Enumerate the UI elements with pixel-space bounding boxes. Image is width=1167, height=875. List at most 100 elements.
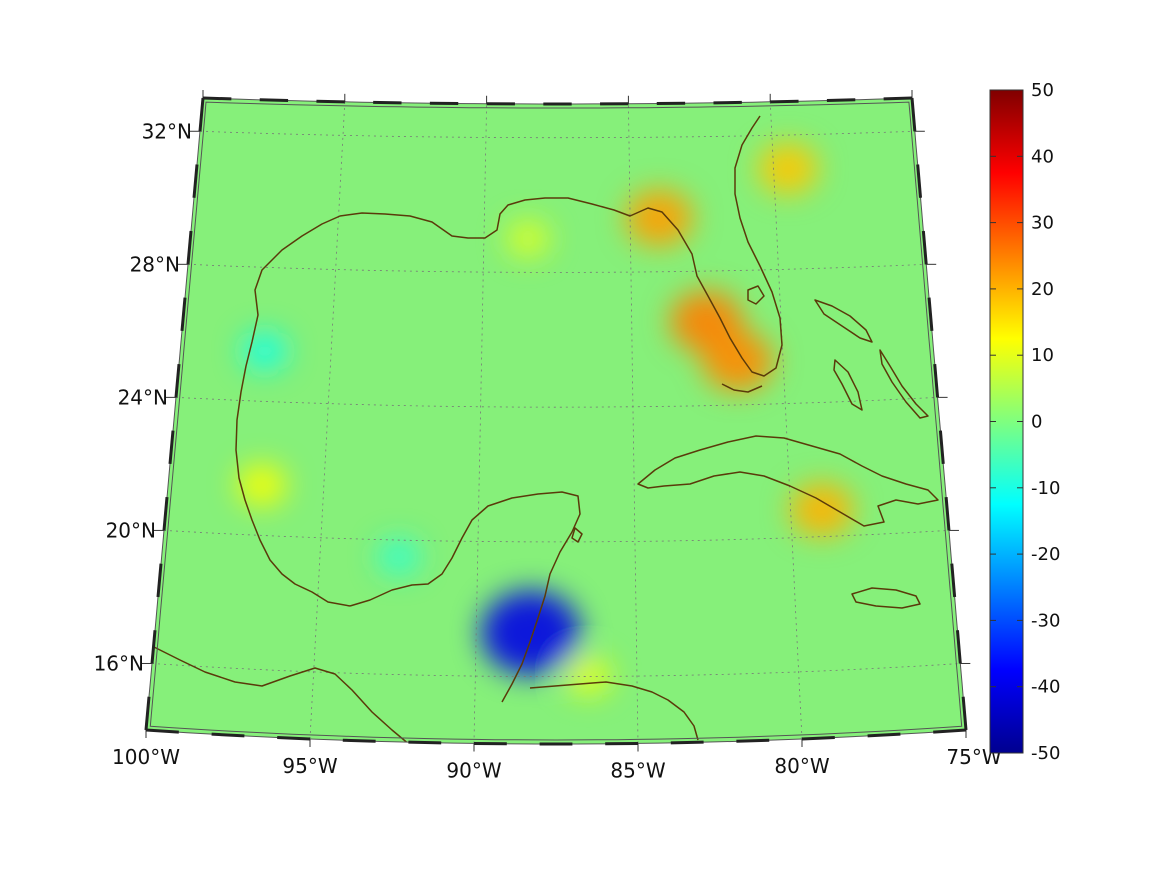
frame-segment bbox=[955, 630, 962, 664]
meridian-90°W bbox=[473, 103, 487, 744]
parallel-20°N bbox=[163, 530, 949, 543]
frame-segment bbox=[933, 363, 940, 398]
frame-segment bbox=[944, 497, 951, 531]
map-panel bbox=[142, 90, 971, 752]
lat-label-24n: 24°N bbox=[118, 385, 168, 409]
frame-segment bbox=[408, 740, 442, 745]
lat-label-16n: 16°N bbox=[94, 652, 144, 676]
anomaly-apalachee-bay-high bbox=[625, 189, 694, 247]
frame-segment bbox=[186, 230, 193, 265]
lat-label-20n: 20°N bbox=[106, 518, 156, 542]
cb-label-50: 50 bbox=[1031, 80, 1054, 101]
frame-segment bbox=[202, 96, 232, 101]
meridian-85°W bbox=[628, 103, 639, 744]
anomaly-bay-of-campeche-low bbox=[377, 538, 421, 575]
yucatan-coast bbox=[349, 491, 581, 703]
anomaly-honduras-coast-high bbox=[565, 656, 612, 697]
cb-label-neg50: -50 bbox=[1031, 743, 1060, 764]
gulf-coast-west bbox=[235, 115, 783, 607]
anomaly-belize-coast-low bbox=[480, 590, 581, 676]
frame-segment bbox=[921, 230, 928, 265]
frame-segment bbox=[211, 732, 245, 738]
lat-label-28n: 28°N bbox=[130, 252, 180, 276]
parallel-32°N bbox=[199, 130, 915, 139]
frame-segment bbox=[192, 164, 199, 198]
honduras-coast bbox=[529, 681, 699, 741]
frame-segment bbox=[144, 696, 151, 731]
graticule bbox=[151, 101, 961, 744]
frame-checker bbox=[144, 96, 968, 746]
frame-segment bbox=[316, 99, 345, 104]
cb-label-20: 20 bbox=[1031, 279, 1054, 300]
anomaly-layer bbox=[236, 142, 854, 697]
frame-segment bbox=[180, 297, 187, 331]
meridian-80°W bbox=[769, 101, 803, 740]
lon-label-95w: 95°W bbox=[282, 754, 337, 778]
frame-segment bbox=[168, 430, 175, 465]
frame-segment bbox=[770, 99, 799, 104]
anomaly-louisiana-shelf-high bbox=[505, 219, 550, 258]
cb-label-0: 0 bbox=[1031, 412, 1042, 433]
cb-label-neg10: -10 bbox=[1031, 478, 1060, 499]
cb-label-40: 40 bbox=[1031, 146, 1054, 167]
frame-segment bbox=[910, 97, 917, 132]
anomaly-cuba-east-high bbox=[789, 482, 854, 537]
frame-segment bbox=[277, 736, 311, 741]
frame-segment bbox=[156, 563, 163, 598]
frame-segment bbox=[950, 563, 957, 598]
frame-segment bbox=[150, 630, 157, 664]
lon-label-100w: 100°W bbox=[112, 745, 180, 769]
anomaly-georgia-coast-high bbox=[757, 142, 819, 195]
frame-segment bbox=[826, 98, 856, 103]
bahamas-andros bbox=[833, 359, 863, 411]
frame-segment bbox=[198, 97, 205, 132]
frame-segment bbox=[670, 740, 704, 745]
frame-segment bbox=[162, 497, 169, 531]
lon-label-80w: 80°W bbox=[774, 754, 829, 778]
gulf-coast-mexico-us bbox=[149, 644, 411, 744]
cb-label-neg20: -20 bbox=[1031, 544, 1060, 565]
frame-segment bbox=[801, 736, 835, 741]
florida-keys bbox=[721, 383, 763, 393]
cb-label-10: 10 bbox=[1031, 345, 1054, 366]
cozumel bbox=[571, 527, 583, 543]
colorbar: 50 40 30 20 10 0 -10 -20 -30 -40 -50 bbox=[989, 80, 1060, 764]
colorbar-labels: 50 40 30 20 10 0 -10 -20 -30 -40 -50 bbox=[1031, 80, 1060, 764]
frame-ticks bbox=[142, 90, 971, 752]
sea-level-field bbox=[146, 98, 966, 744]
frame-segment bbox=[961, 696, 968, 731]
frame-segment bbox=[927, 297, 934, 331]
coastlines bbox=[149, 115, 939, 744]
frame-segment bbox=[342, 738, 376, 743]
lon-label-90w: 90°W bbox=[446, 758, 501, 782]
bahamas-abaco bbox=[814, 299, 873, 343]
lat-label-32n: 32°N bbox=[142, 119, 192, 143]
frame-segment bbox=[145, 728, 179, 734]
lake-okeechobee bbox=[747, 285, 765, 305]
parallel-24°N bbox=[175, 397, 938, 408]
meridian-95°W bbox=[309, 101, 346, 740]
anomaly-veracruz-coast-high bbox=[236, 464, 287, 507]
frame-segment bbox=[174, 363, 181, 398]
lon-tick-labels: 100°W 95°W 90°W 85°W 80°W 75°W bbox=[112, 745, 1002, 782]
cuba bbox=[637, 435, 939, 527]
anomaly-south-florida-high bbox=[702, 330, 774, 392]
cb-label-neg30: -30 bbox=[1031, 610, 1060, 631]
frame-segment bbox=[736, 738, 770, 743]
cb-label-neg40: -40 bbox=[1031, 677, 1060, 698]
anomaly-tamaulipas-coast-low bbox=[241, 331, 288, 371]
frame-segment bbox=[883, 96, 913, 101]
bahamas-eleuthera bbox=[879, 349, 929, 419]
frame-segment bbox=[259, 98, 289, 103]
colorbar-ticks bbox=[990, 89, 1023, 754]
frame-segment bbox=[938, 430, 945, 465]
map-frame-inner bbox=[149, 101, 963, 741]
lon-label-85w: 85°W bbox=[610, 758, 665, 782]
frame-segment bbox=[916, 164, 923, 198]
cb-label-30: 30 bbox=[1031, 213, 1054, 234]
frame-segment bbox=[867, 732, 901, 738]
frame-segment bbox=[933, 728, 967, 734]
jamaica bbox=[851, 587, 921, 609]
lat-tick-labels: 16°N 20°N 24°N 28°N 32°N bbox=[94, 119, 192, 675]
